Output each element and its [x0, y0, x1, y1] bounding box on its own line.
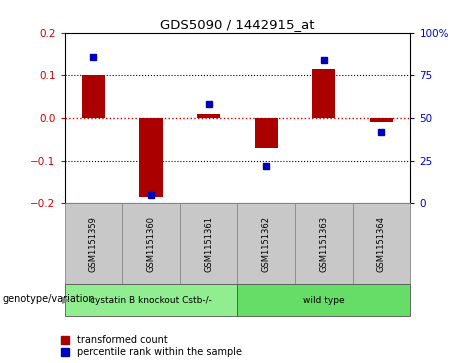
Bar — [65, 203, 122, 284]
Bar — [237, 284, 410, 316]
Bar — [82, 75, 105, 118]
Text: genotype/variation: genotype/variation — [2, 294, 95, 305]
Title: GDS5090 / 1442915_at: GDS5090 / 1442915_at — [160, 19, 315, 32]
Text: GSM1151364: GSM1151364 — [377, 216, 386, 272]
Text: wild type: wild type — [303, 295, 345, 305]
Bar — [180, 203, 237, 284]
Bar — [295, 203, 353, 284]
Text: GSM1151360: GSM1151360 — [147, 216, 155, 272]
Bar — [65, 284, 237, 316]
Text: GSM1151363: GSM1151363 — [319, 216, 328, 272]
Legend: transformed count, percentile rank within the sample: transformed count, percentile rank withi… — [60, 334, 242, 358]
Text: GSM1151362: GSM1151362 — [262, 216, 271, 272]
Bar — [370, 118, 393, 122]
Text: cystatin B knockout Cstb-/-: cystatin B knockout Cstb-/- — [90, 295, 212, 305]
Text: GSM1151361: GSM1151361 — [204, 216, 213, 272]
Bar — [122, 203, 180, 284]
Bar — [237, 203, 295, 284]
Bar — [254, 118, 278, 148]
Text: ▶: ▶ — [62, 294, 70, 305]
Bar — [197, 114, 220, 118]
Bar — [140, 118, 163, 197]
Text: GSM1151359: GSM1151359 — [89, 216, 98, 272]
Bar — [353, 203, 410, 284]
Bar — [313, 69, 336, 118]
